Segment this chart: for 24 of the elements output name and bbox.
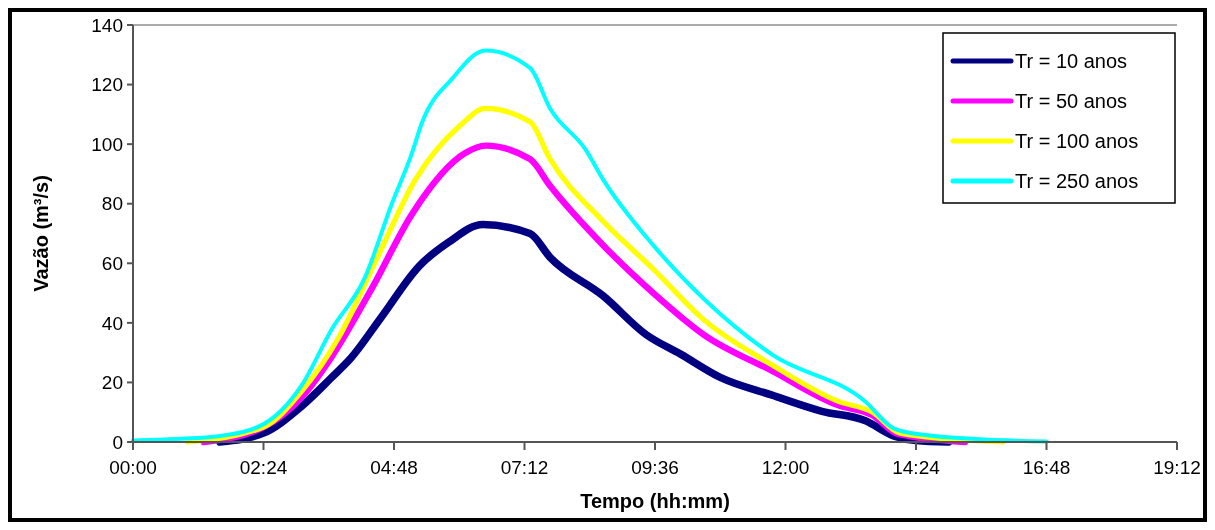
legend-label: Tr = 100 anos (1015, 130, 1139, 152)
legend-label: Tr = 50 anos (1015, 90, 1128, 112)
x-tick-label: 12:00 (761, 457, 810, 478)
x-axis-title: Tempo (hh:mm) (580, 490, 730, 512)
y-tick-label: 60 (101, 252, 123, 274)
legend-label: Tr = 250 anos (1015, 170, 1139, 192)
legend-label: Tr = 10 anos (1015, 50, 1128, 72)
x-tick-label: 04:48 (370, 457, 418, 478)
x-tick-label: 07:12 (500, 457, 549, 478)
x-tick-label: 02:24 (239, 457, 288, 478)
x-tick-label: 16:48 (1022, 457, 1071, 478)
x-tick-label: 19:12 (1153, 457, 1201, 478)
y-tick-label: 40 (101, 312, 123, 334)
x-tick-label: 14:24 (892, 457, 941, 478)
line-series (131, 48, 1049, 444)
y-axis-title: Vazão (m³/s) (30, 175, 52, 292)
x-tick-label: 00:00 (109, 457, 157, 478)
y-tick-label: 0 (112, 431, 123, 453)
y-tick-label: 20 (101, 372, 123, 394)
y-tick-label: 140 (91, 14, 123, 36)
x-tick-label: 09:36 (631, 457, 679, 478)
y-tick-label: 80 (101, 193, 123, 215)
y-tick-label: 120 (91, 74, 123, 96)
y-tick-label: 100 (91, 133, 123, 155)
